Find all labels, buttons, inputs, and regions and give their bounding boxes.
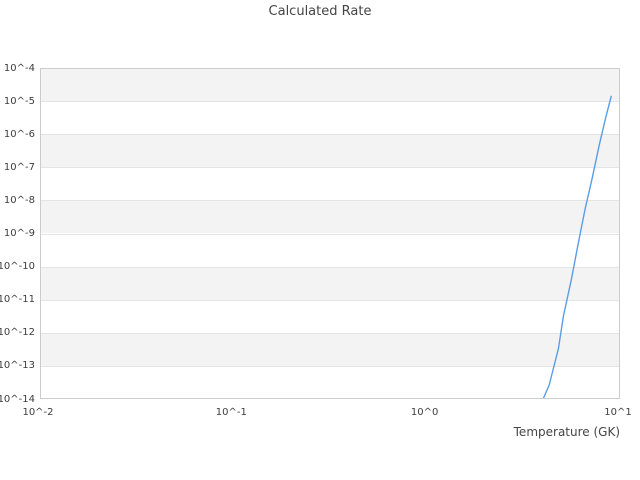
plot-band xyxy=(40,200,620,234)
grid-line xyxy=(40,299,620,301)
y-tick-label: 10^-9 xyxy=(3,228,35,239)
y-tick-label: 10^-4 xyxy=(3,62,35,74)
chart-title: Calculated Rate xyxy=(268,4,372,19)
plot-band xyxy=(40,299,620,333)
grid-line xyxy=(40,233,620,235)
grid-line xyxy=(40,332,620,334)
y-tick-label: 10^-13 xyxy=(0,360,35,372)
x-tick-label: 10^-1 xyxy=(215,407,247,418)
grid-line xyxy=(40,134,620,136)
x-axis-title: Temperature (GK) xyxy=(513,425,620,439)
grid-line xyxy=(40,167,620,169)
plot-band xyxy=(40,266,620,300)
grid-line xyxy=(40,266,620,268)
y-tick-label: 10^-8 xyxy=(3,194,35,206)
x-tick-label: 10^1 xyxy=(604,407,632,418)
plot-band xyxy=(40,134,620,168)
x-tick-label: 10^0 xyxy=(410,407,439,418)
plot-band xyxy=(40,365,620,399)
y-tick-label: 10^-5 xyxy=(3,95,35,107)
plot-band xyxy=(40,233,620,267)
x-tick-label: 10^-2 xyxy=(22,407,54,418)
y-tick-label: 10^-14 xyxy=(0,393,35,405)
grid-line xyxy=(40,101,620,103)
grid-line xyxy=(40,200,620,202)
grid-line xyxy=(40,365,620,367)
rate-line-path xyxy=(542,95,612,399)
plot-band xyxy=(40,101,620,135)
y-tick-label: 10^-11 xyxy=(0,294,35,306)
plot-band xyxy=(40,68,620,102)
rate-line-svg xyxy=(542,95,612,399)
y-tick-label: 10^-12 xyxy=(0,327,35,339)
plot-band xyxy=(40,167,620,201)
y-tick-label: 10^-6 xyxy=(3,128,35,140)
y-tick-label: 10^-7 xyxy=(3,161,35,173)
y-tick-label: 10^-10 xyxy=(0,261,35,273)
plot-area xyxy=(40,68,620,399)
plot-band xyxy=(40,332,620,366)
